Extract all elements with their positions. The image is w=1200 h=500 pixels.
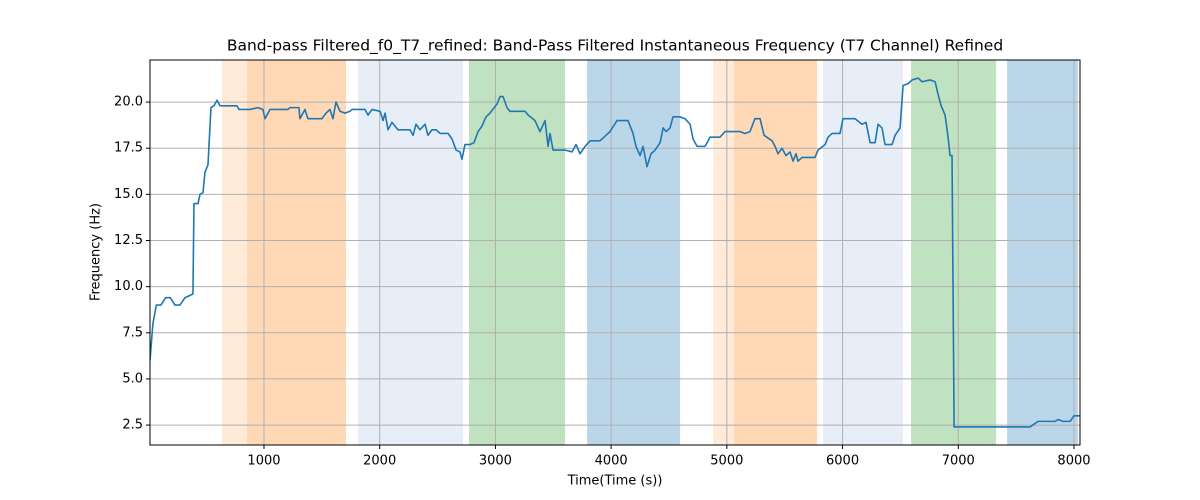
- shaded-span: [587, 60, 681, 445]
- axes: 1000 2000 3000 4000 5000 6000 7000 8000 2.5 5.0 7.…: [114, 59, 1091, 469]
- spans: [221, 60, 1079, 445]
- x-axis-label: Time(Time (s)): [567, 474, 663, 489]
- plot-frame: [149, 59, 1081, 446]
- y-tick-label: 17.5: [114, 141, 143, 156]
- shaded-span: [713, 60, 735, 445]
- y-tick-label: 12.5: [114, 233, 143, 248]
- chart-title: Band-pass Filtered_f0_T7_refined: Band-P…: [227, 37, 1003, 56]
- shaded-span: [823, 60, 904, 445]
- x-tick-label: 4000: [595, 454, 628, 469]
- x-tick-label: 5000: [710, 454, 743, 469]
- x-tick-label: 1000: [247, 454, 280, 469]
- x-tick-label: 2000: [363, 454, 396, 469]
- shaded-span: [734, 60, 818, 445]
- lines: [150, 77, 1080, 428]
- grid: [150, 60, 1080, 445]
- y-tick-label: 10.0: [114, 279, 143, 294]
- y-axis-label: Frequency (Hz): [89, 203, 104, 301]
- x-tick-label: 7000: [942, 454, 975, 469]
- data-line: [150, 77, 1080, 428]
- x-tick-label: 8000: [1057, 454, 1090, 469]
- y-tick-label: 5.0: [122, 371, 143, 386]
- shaded-span: [357, 60, 464, 445]
- y-tick-label: 20.0: [114, 95, 143, 110]
- shaded-span: [246, 60, 347, 445]
- shaded-span: [221, 60, 247, 445]
- shaded-span: [469, 60, 566, 445]
- shaded-span: [1007, 60, 1079, 445]
- y-tick-label: 2.5: [122, 418, 143, 433]
- y-tick-label: 7.5: [122, 325, 143, 340]
- x-tick-label: 6000: [826, 454, 859, 469]
- x-tick-label: 3000: [479, 454, 512, 469]
- y-tick-label: 15.0: [114, 187, 143, 202]
